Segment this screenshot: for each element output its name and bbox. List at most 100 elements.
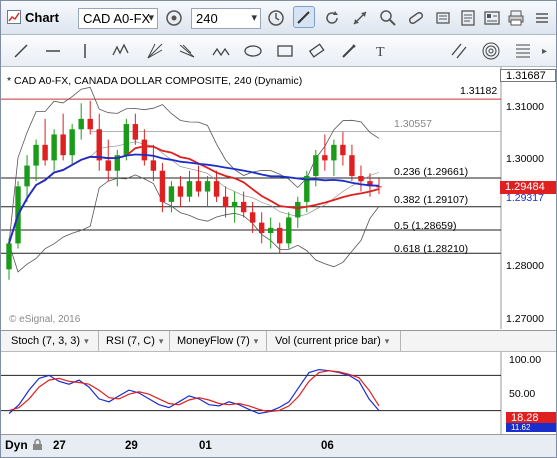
price-chart[interactable] [1,67,556,329]
interval-settings-icon[interactable] [163,7,185,29]
candle-down [349,155,355,176]
chevron-down-icon[interactable]: ▾ [148,12,154,24]
chart-toolbar: Chart CAD A0-FX ▾ 240 ▾ [1,1,556,35]
template-icon[interactable] [457,7,479,29]
fib-top-label: 1.30557 [394,118,432,130]
stoch-d-line [8,370,380,413]
candle-down [42,144,48,161]
trend-line-icon[interactable] [9,39,33,63]
fib-level-05: 0.5 (1.28659) [394,220,457,232]
pencil-icon[interactable] [337,39,361,63]
stochastic-panel[interactable] [1,352,556,434]
secondary-price-label: 1.29317 [506,192,544,204]
menu-icon[interactable] [531,7,553,29]
interval-input[interactable]: 240 ▾ [191,8,261,29]
symbol-input[interactable]: CAD A0-FX ▾ [78,8,158,29]
candle-down [322,155,328,161]
vertical-line-icon[interactable] [73,39,97,63]
window-label: Chart [25,10,59,25]
tab-label: MoneyFlow (7) [177,335,250,347]
chevron-down-icon[interactable]: ▾ [384,336,390,346]
interval-value: 240 [196,11,218,26]
dynamic-mode-label: Dyn [5,438,28,452]
palette-icon[interactable] [433,7,455,29]
properties-icon[interactable] [481,7,503,29]
rectangle-icon[interactable] [273,39,297,63]
stoch-value-tag-2: 11.62 [506,423,556,432]
chevron-down-icon[interactable]: ▾ [251,12,257,24]
candle-down [132,124,139,140]
fibonacci-circles-icon[interactable] [479,39,503,63]
stoch-value: 18.28 [511,412,539,424]
fib-level-0382: 0.382 (1.29107) [394,194,469,206]
price-axis-top: 1.31687 [500,69,556,82]
stoch-value-tag: 18.28 [506,412,556,425]
time-template-icon[interactable] [265,7,287,29]
tab-rsi[interactable]: RSI (7, C) ▾ [102,331,170,351]
candle-up [286,217,292,244]
candle-down [195,181,202,192]
stoch-k-line [8,368,380,415]
candle-down [249,212,256,223]
toolbar-overflow-icon[interactable]: ▸ [542,46,548,57]
chevron-down-icon[interactable]: ▾ [158,336,164,346]
candle-up [331,144,337,161]
price-label: 1.27000 [506,313,544,325]
candle-down [87,118,93,130]
chevron-down-icon[interactable]: ▾ [84,336,89,346]
fib-level-0618: 0.618 (1.28210) [394,243,469,255]
candle-down [105,160,111,171]
zoom-icon[interactable] [349,7,371,29]
candle-up [51,134,57,161]
high-line-label: 1.31182 [460,85,498,97]
eraser-icon[interactable] [305,39,329,63]
candle-down [150,160,157,171]
stoch-background [1,352,501,434]
chart-title: * CAD A0-FX, CANADA DOLLAR COMPOSITE, 24… [7,75,303,87]
candle-up [69,129,75,156]
cycle-lines-icon[interactable] [209,39,233,63]
candle-up [78,118,84,130]
candle-down [367,181,373,187]
candle-down [141,139,148,161]
candle-up [6,243,12,270]
bollinger-lower [8,174,380,273]
candle-up [168,186,175,202]
stoch-axis-50: 50.00 [509,388,536,400]
current-price-tag: 1.29484 [500,181,556,194]
link-icon[interactable] [405,7,427,29]
candle-up [33,144,39,166]
parallel-lines-icon[interactable] [447,39,471,63]
ellipse-icon[interactable] [241,39,265,63]
candle-down [340,144,346,156]
elliott-wave-icon[interactable] [109,39,133,63]
candle-down [376,186,382,188]
chevron-down-icon[interactable]: ▾ [253,336,259,346]
print-icon[interactable] [505,7,527,29]
gann-fan-icon[interactable] [143,39,167,63]
fibonacci-retracement-icon[interactable] [511,39,535,63]
tab-stoch[interactable]: Stoch (7, 3, 3) ▾ [7,331,99,351]
tab-volume[interactable]: Vol (current price bar) ▾ [271,331,401,351]
candle-down [222,196,229,208]
candle-down [177,186,184,197]
candle-down [159,170,166,202]
candle-up [313,155,319,176]
price-label: 1.31000 [506,101,544,113]
candle-up [24,165,30,187]
current-price-value: 1.29484 [505,181,545,193]
candle-down [96,129,102,161]
chart-app-icon [7,10,21,24]
lock-icon[interactable] [31,438,44,451]
candle-down [258,222,265,234]
magnifier-icon[interactable] [377,7,399,29]
price-label: 1.28000 [506,260,544,272]
horizontal-line-icon[interactable] [41,39,65,63]
fibonacci-fan-icon[interactable] [175,39,199,63]
draw-tools-toggle-icon[interactable] [293,6,315,28]
refresh-icon[interactable] [321,7,343,29]
price-label: 1.30000 [506,153,544,165]
text-tool-icon[interactable]: T [369,39,393,63]
tab-moneyflow[interactable]: MoneyFlow (7) ▾ [173,331,267,351]
